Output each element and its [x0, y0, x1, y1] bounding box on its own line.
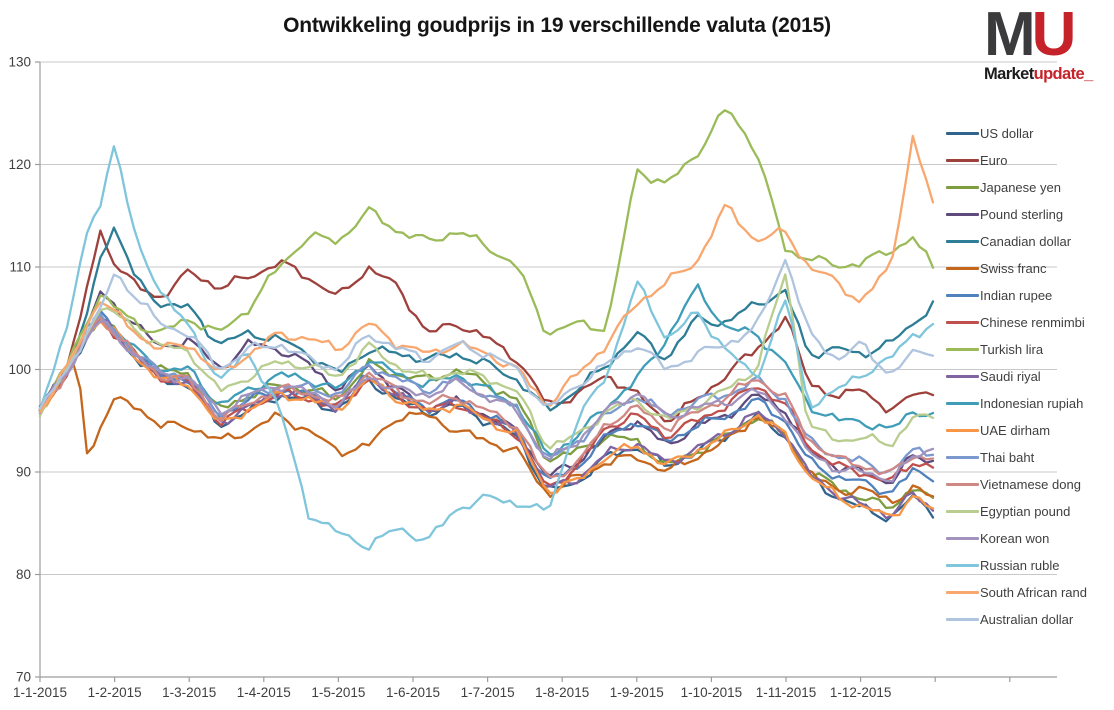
legend-item: Indian rupee — [946, 282, 1112, 309]
legend-swatch — [946, 401, 979, 406]
legend-label: Turkish lira — [980, 342, 1044, 357]
legend-swatch — [946, 617, 979, 622]
x-axis-tick-label: 1-3-2015 — [162, 685, 216, 700]
legend-item: Saudi riyal — [946, 363, 1112, 390]
legend-item: Korean won — [946, 525, 1112, 552]
legend-label: Indonesian rupiah — [980, 396, 1084, 411]
legend-item: Thai baht — [946, 444, 1112, 471]
legend-item: Indonesian rupiah — [946, 390, 1112, 417]
x-axis-tick-label: 1-7-2015 — [461, 685, 515, 700]
series-line — [38, 258, 935, 410]
legend-label: South African rand — [980, 585, 1087, 600]
x-axis-tick-label: 1-6-2015 — [386, 685, 440, 700]
legend-item: US dollar — [946, 120, 1112, 147]
legend-item: Vietnamese dong — [946, 471, 1112, 498]
x-axis-tick-label: 1-10-2015 — [681, 685, 743, 700]
legend-swatch — [946, 320, 979, 325]
legend-swatch — [946, 212, 979, 217]
legend-label: Vietnamese dong — [980, 477, 1081, 492]
series-line — [38, 283, 935, 456]
legend-swatch — [946, 239, 979, 244]
legend-swatch — [946, 185, 979, 190]
legend-swatch — [946, 536, 979, 541]
legend-item: Canadian dollar — [946, 228, 1112, 255]
legend-item: Euro — [946, 147, 1112, 174]
x-axis-tick-label: 1-8-2015 — [535, 685, 589, 700]
legend-swatch — [946, 590, 979, 595]
legend-label: Egyptian pound — [980, 504, 1071, 519]
legend-swatch — [946, 131, 979, 136]
legend-swatch — [946, 428, 979, 433]
logo-tagline-update: update_ — [1033, 64, 1094, 83]
legend-label: Pound sterling — [980, 207, 1064, 222]
series-line — [38, 145, 935, 551]
y-axis-tick-label: 100 — [8, 362, 31, 377]
logo-letter-m: M — [984, 0, 1036, 69]
legend-label: Thai baht — [980, 450, 1035, 465]
legend-item: Japanese yen — [946, 174, 1112, 201]
series-line — [38, 320, 935, 517]
legend-swatch — [946, 266, 979, 271]
x-axis-tick-label: 1-9-2015 — [610, 685, 664, 700]
legend-item: South African rand — [946, 579, 1112, 606]
y-axis-tick-label: 120 — [8, 157, 31, 172]
legend-item: Chinese renmimbi — [946, 309, 1112, 336]
series-line — [38, 226, 935, 412]
marketupdate-logo: MU Marketupdate_ — [984, 4, 1102, 83]
legend-item: UAE dirham — [946, 417, 1112, 444]
legend-label: Japanese yen — [980, 180, 1061, 195]
legend-swatch — [946, 293, 979, 298]
legend-swatch — [946, 347, 979, 352]
chart-title: Ontwikkeling goudprijs in 19 verschillen… — [283, 14, 831, 37]
legend-label: Swiss franc — [980, 261, 1047, 276]
legend-item: Egyptian pound — [946, 498, 1112, 525]
legend-label: US dollar — [980, 126, 1034, 141]
legend-label: Canadian dollar — [980, 234, 1072, 249]
legend-label: Australian dollar — [980, 612, 1074, 627]
series-line — [38, 134, 935, 414]
legend-swatch — [946, 158, 979, 163]
legend-item: Pound sterling — [946, 201, 1112, 228]
legend-label: Euro — [980, 153, 1008, 168]
logo-tagline-market: Market — [984, 64, 1034, 83]
series-line — [38, 290, 935, 485]
y-axis-tick-label: 80 — [16, 567, 31, 582]
x-axis-tick-label: 1-4-2015 — [237, 685, 291, 700]
legend-swatch — [946, 509, 979, 514]
legend-item: Australian dollar — [946, 606, 1112, 633]
y-axis-tick-label: 110 — [9, 260, 31, 275]
legend-item: Swiss franc — [946, 255, 1112, 282]
series-line — [38, 229, 935, 423]
y-axis-tick-label: 70 — [16, 670, 31, 685]
x-axis-tick-label: 1-1-2015 — [13, 685, 67, 700]
series-line — [38, 320, 935, 483]
series-line — [38, 273, 935, 450]
x-axis-tick-label: 1-12-2015 — [830, 685, 892, 700]
legend-label: Chinese renmimbi — [980, 315, 1085, 330]
x-axis-tick-label: 1-11-2015 — [756, 685, 817, 700]
legend-item: Russian ruble — [946, 552, 1112, 579]
chart-legend: US dollar Euro Japanese yen Pound sterling C… — [946, 120, 1112, 633]
series-line — [38, 109, 935, 418]
legend-swatch — [946, 482, 979, 487]
legend-label: Russian ruble — [980, 558, 1060, 573]
y-axis-tick-label: 130 — [8, 55, 31, 70]
x-axis-tick-label: 1-5-2015 — [311, 685, 365, 700]
legend-swatch — [946, 455, 979, 460]
legend-swatch — [946, 374, 979, 379]
logo-tagline: Marketupdate_ — [984, 66, 1102, 83]
x-axis-tick-label: 1-2-2015 — [88, 685, 142, 700]
legend-swatch — [946, 563, 979, 568]
legend-label: Saudi riyal — [980, 369, 1041, 384]
legend-label: Korean won — [980, 531, 1050, 546]
logo-mu-icon: MU — [984, 4, 1102, 66]
legend-label: UAE dirham — [980, 423, 1051, 438]
y-axis-tick-label: 90 — [16, 465, 31, 480]
legend-item: Turkish lira — [946, 336, 1112, 363]
legend-label: Indian rupee — [980, 288, 1053, 303]
logo-letter-u: U — [1031, 0, 1077, 69]
